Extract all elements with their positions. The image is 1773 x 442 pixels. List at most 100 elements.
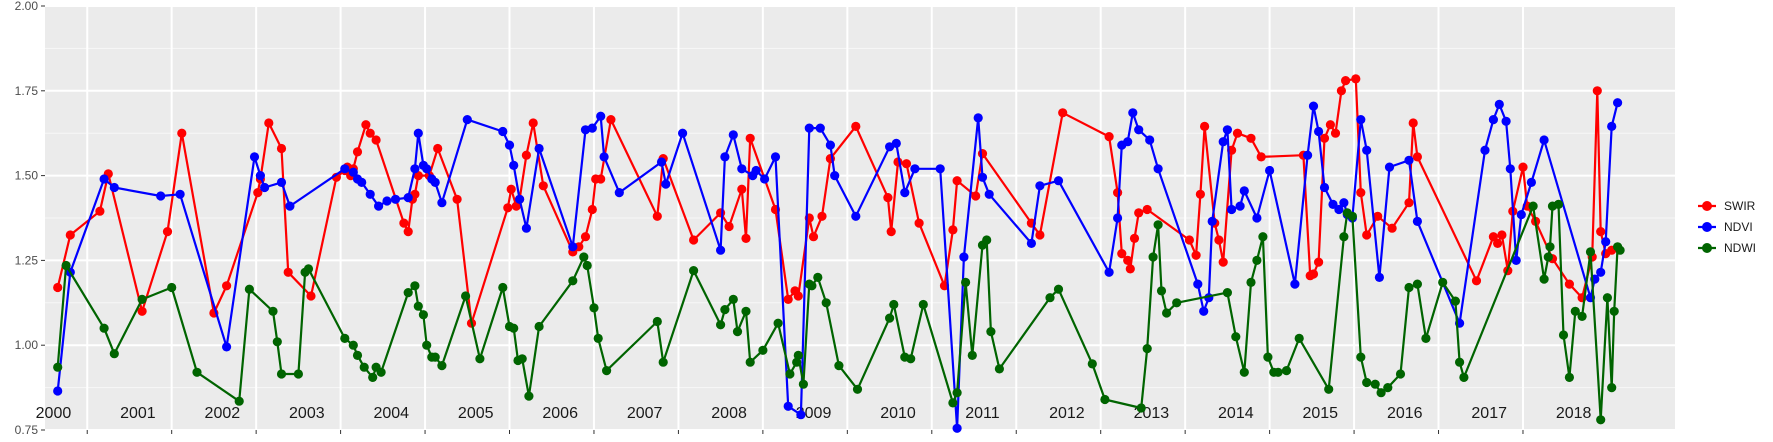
data-point-ndvi: [1539, 135, 1549, 145]
data-point-ndwi: [430, 352, 440, 362]
data-point-ndwi: [1356, 352, 1366, 362]
data-point-ndvi: [437, 198, 447, 208]
data-point-ndwi: [1404, 282, 1414, 293]
series-layer: [53, 74, 1625, 433]
data-point-ndvi: [1053, 176, 1064, 186]
data-point-ndwi: [813, 272, 823, 282]
data-point-ndvi: [1526, 177, 1536, 187]
data-point-ndvi: [815, 123, 825, 133]
data-point-ndwi: [1455, 357, 1465, 367]
data-point-ndwi: [952, 388, 962, 398]
data-point-swir: [306, 291, 316, 301]
data-point-swir: [403, 227, 413, 237]
data-point-swir: [137, 306, 147, 316]
data-point-ndwi: [1438, 277, 1448, 287]
data-point-ndwi: [99, 323, 109, 333]
data-point-ndvi: [515, 194, 525, 204]
data-point-ndwi: [410, 281, 420, 291]
data-point-swir: [1518, 162, 1528, 172]
data-point-ndvi: [1199, 306, 1209, 316]
data-point-ndwi: [798, 379, 809, 389]
data-point-ndwi: [1564, 372, 1574, 382]
data-point-ndvi: [340, 164, 350, 174]
data-point-ndvi: [1384, 162, 1395, 172]
data-point-ndwi: [967, 350, 977, 360]
data-point-ndwi: [758, 345, 768, 355]
data-point-ndvi: [1026, 238, 1036, 248]
data-point-swir: [1113, 188, 1123, 198]
data-point-ndvi: [413, 128, 423, 138]
data-point-ndvi: [716, 245, 726, 255]
data-point-ndvi: [1516, 210, 1526, 220]
data-point-ndvi: [984, 189, 994, 199]
data-point-ndwi: [1339, 232, 1349, 242]
data-point-ndvi: [1412, 216, 1422, 226]
series-ndvi: [53, 98, 1623, 433]
data-point-ndvi: [382, 196, 392, 206]
data-point-swir: [1104, 132, 1114, 142]
data-point-swir: [521, 150, 532, 160]
legend-item-ndvi: NDVI: [1698, 220, 1753, 234]
data-point-ndvi: [260, 182, 270, 193]
data-point-ndvi: [509, 160, 519, 170]
data-point-swir: [793, 291, 803, 301]
data-point-ndwi: [293, 369, 303, 379]
data-point-ndvi: [952, 423, 962, 433]
legend-item-ndwi: NDWI: [1698, 241, 1756, 255]
data-point-ndwi: [1539, 274, 1549, 284]
data-point-swir: [1129, 233, 1140, 243]
data-point-swir: [1218, 257, 1228, 267]
data-point-ndvi: [891, 138, 901, 148]
data-point-swir: [65, 230, 75, 240]
data-point-ndwi: [376, 367, 386, 377]
data-point-ndvi: [99, 174, 109, 184]
data-point-ndwi: [1053, 284, 1064, 294]
data-point-swir: [587, 204, 597, 215]
year-label: 2001: [120, 405, 156, 422]
data-point-ndwi: [1528, 201, 1538, 211]
data-point-ndvi: [156, 191, 166, 201]
data-point-ndwi: [1100, 394, 1110, 405]
data-point-swir: [399, 218, 409, 228]
data-point-swir: [503, 203, 513, 213]
data-point-ndvi: [783, 401, 793, 411]
data-point-ndvi: [498, 126, 508, 137]
data-point-swir: [606, 115, 616, 125]
data-point-ndvi: [737, 164, 747, 174]
data-point-ndvi: [1596, 267, 1606, 277]
data-point-ndwi: [413, 301, 423, 311]
data-point-swir: [1200, 121, 1210, 131]
data-point-ndwi: [1136, 403, 1146, 413]
data-point-swir: [177, 128, 187, 138]
data-point-swir: [283, 267, 293, 277]
data-point-ndvi: [1123, 137, 1133, 147]
data-point-swir: [1351, 74, 1361, 84]
data-point-ndwi: [109, 349, 119, 359]
data-point-ndvi: [357, 177, 367, 187]
year-label: 2003: [289, 405, 325, 422]
data-point-ndwi: [422, 340, 432, 350]
data-point-ndwi: [475, 354, 485, 364]
data-point-ndwi: [918, 299, 928, 310]
year-label: 2018: [1556, 405, 1592, 422]
data-point-ndwi: [716, 320, 726, 330]
data-point-ndwi: [1459, 372, 1469, 382]
data-point-ndvi: [403, 193, 413, 203]
year-label: 2016: [1387, 405, 1423, 422]
data-point-ndwi: [498, 282, 508, 293]
data-point-ndwi: [461, 291, 471, 301]
data-point-swir: [538, 181, 548, 191]
data-point-ndwi: [340, 333, 350, 343]
data-point-ndvi: [1404, 155, 1414, 165]
data-point-ndwi: [568, 276, 578, 286]
data-point-ndvi: [521, 223, 532, 233]
data-point-swir: [689, 235, 699, 245]
data-point-ndvi: [804, 123, 814, 133]
data-point-ndwi: [272, 337, 282, 347]
y-tick-label: 2.00: [15, 0, 39, 13]
data-point-swir: [1191, 250, 1201, 260]
data-point-ndvi: [348, 167, 358, 177]
data-point-swir: [596, 174, 606, 184]
data-point-swir: [253, 188, 263, 198]
data-point-swir: [452, 194, 462, 204]
